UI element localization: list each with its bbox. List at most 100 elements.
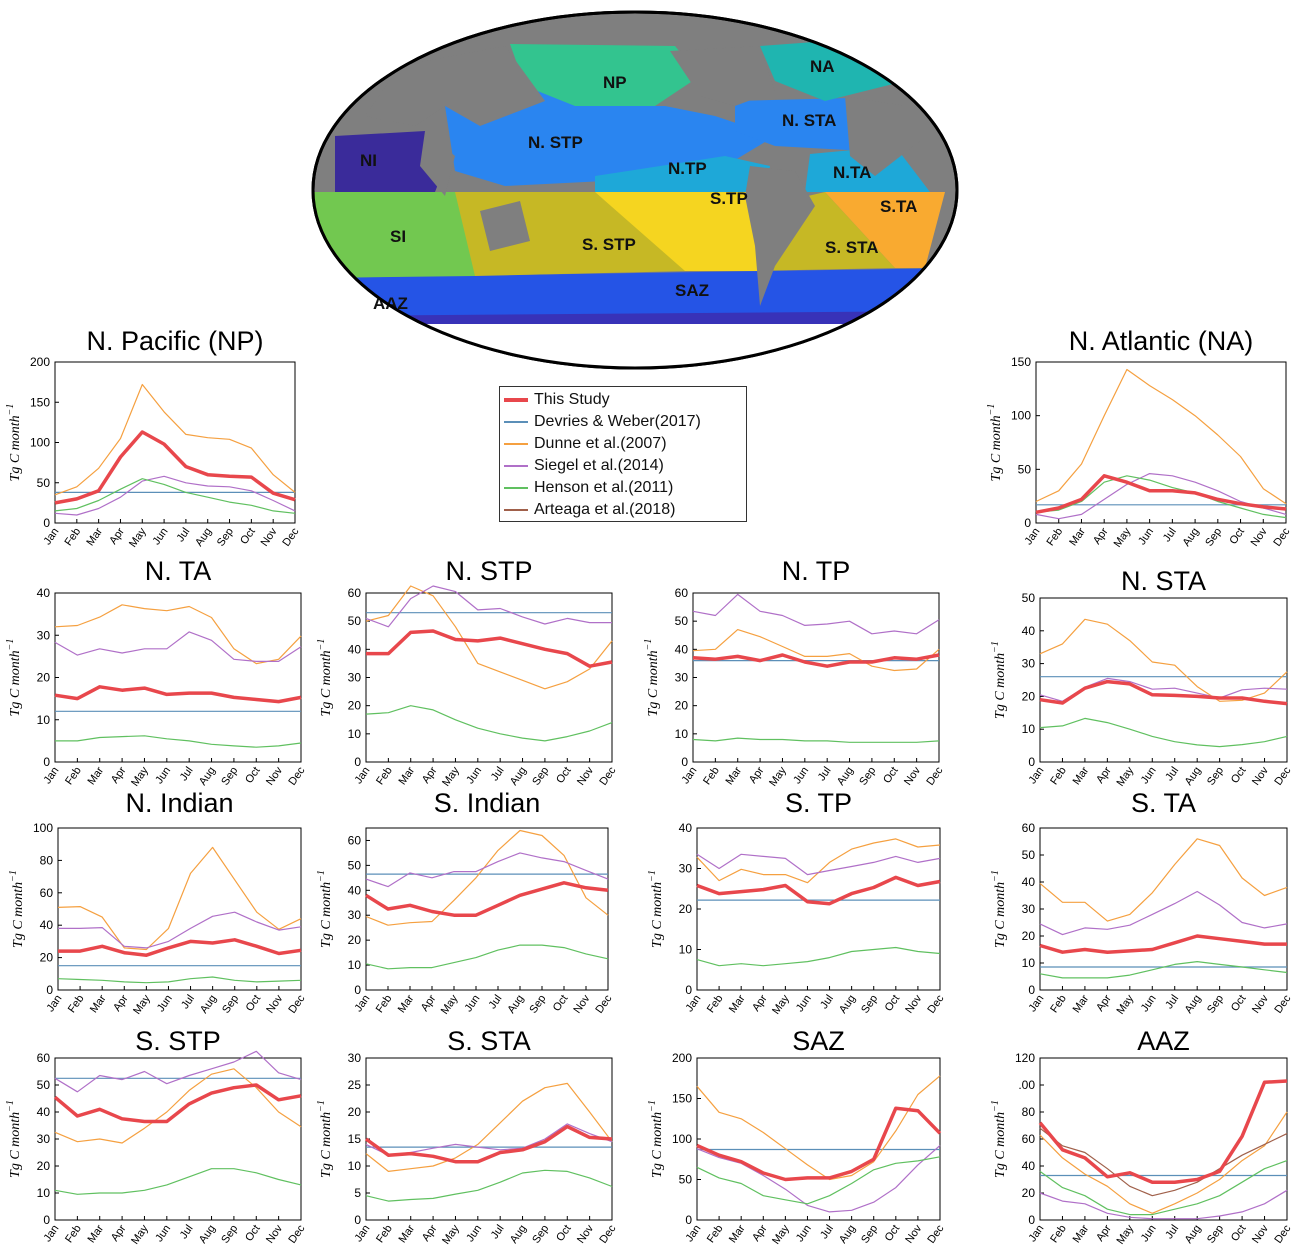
x-tick-label: Dec [925,992,946,1015]
x-tick-label: Jul [489,1223,507,1241]
y-tick-label: 5 [354,1186,361,1200]
legend-swatch [504,443,528,445]
x-tick-label: Jul [1163,765,1181,783]
x-tick-label: Oct [1229,765,1249,786]
x-tick-label: Jul [1161,526,1179,544]
x-tick-label: Oct [551,993,571,1014]
y-tick-label: 15 [348,1132,362,1146]
x-tick-label: Jan [1026,765,1046,786]
series-line [54,383,296,496]
y-tick-label: 0 [1028,755,1035,769]
x-tick-label: May [770,992,792,1016]
series-line [54,478,296,514]
x-tick-label: Nov [903,992,924,1015]
x-tick-label: May [770,1222,792,1246]
legend-swatch [504,487,528,489]
legend-entry: Devries & Weber(2017) [504,411,746,433]
series-line [1039,838,1288,922]
plot-area [1039,1057,1288,1221]
x-tick-label: Aug [1183,1223,1204,1246]
chart-title: S. STA [447,1026,531,1056]
map-region [825,192,945,268]
map-region-label: N.TA [833,163,871,182]
series-line [54,604,302,665]
x-tick-label: Jan [352,765,372,786]
legend-entry: This Study [504,389,746,411]
x-tick-label: Sep [530,765,551,788]
x-tick-label: May [127,525,149,549]
series-line [1035,368,1287,505]
y-axis-label: Tg C month−1 [990,870,1008,948]
x-tick-label: Feb [63,1223,84,1245]
x-tick-label: Nov [1250,1222,1271,1245]
y-tick-label: 40 [37,586,51,600]
x-tick-label: Nov [575,1222,596,1245]
y-tick-label: 30 [348,908,362,922]
series-line [696,946,941,967]
y-tick-label: 80 [1022,1105,1036,1119]
map-region-label: SAZ [675,281,709,300]
plot-area [696,827,941,991]
map-region [595,192,775,271]
x-tick-label: Feb [374,993,395,1015]
x-tick-label: Aug [837,1223,858,1246]
x-tick-label: Dec [286,764,307,787]
x-tick-label: Jan [1026,993,1046,1014]
x-tick-label: Oct [1229,993,1249,1014]
y-tick-label: 30 [1022,902,1036,916]
x-tick-label: May [1115,992,1137,1016]
x-tick-label: Mar [727,993,748,1016]
plot-area [1039,597,1288,763]
x-tick-label: Jul [487,993,505,1011]
y-tick-label: 20 [348,933,362,947]
chart-title: S. Indian [433,788,541,818]
series-line [1035,474,1287,515]
y-tick-label: 30 [675,671,689,685]
series-line [54,1050,302,1093]
map-region-label: S.TA [880,197,917,216]
x-tick-label: Jul [1163,1223,1181,1241]
x-tick-label: Nov [571,992,592,1015]
y-tick-label: 60 [675,586,689,600]
x-tick-label: Jan [44,993,64,1014]
x-tick-label: Jul [179,993,197,1011]
land-mass [365,46,545,126]
y-tick-label: 20 [37,1159,51,1173]
x-tick-label: Dec [1272,764,1293,787]
x-tick-label: Aug [837,993,858,1016]
series-line [365,1123,613,1156]
x-tick-label: Sep [220,993,241,1016]
series-line [365,1082,613,1173]
legend-label: Arteaga et al.(2018) [534,501,676,518]
y-tick-label: 100 [672,1132,692,1146]
x-tick-label: Dec [280,525,301,548]
legend-label: Henson et al.(2011) [534,479,674,496]
x-tick-label: May [131,992,153,1016]
y-tick-label: 40 [37,1105,51,1119]
y-tick-label: 10 [348,1159,362,1173]
series-line [692,737,940,743]
series-line [1039,618,1288,702]
land-mass [845,96,920,176]
x-tick-label: Apr [750,1223,770,1244]
series-line [365,829,609,926]
legend-entry: Dunne et al.(2007) [504,433,746,455]
x-tick-label: Feb [66,993,87,1015]
x-tick-label: Jan [352,1223,372,1244]
x-tick-label: Jun [794,1223,814,1244]
series-line [54,430,296,505]
x-tick-label: Jun [153,1223,173,1244]
y-tick-label: 150 [30,395,50,409]
x-tick-label: Jul [174,526,192,544]
chart-title: N. Indian [125,788,234,818]
chart-title: S. TA [1130,788,1197,818]
x-tick-label: Nov [1250,764,1271,787]
series-line [1039,677,1288,702]
y-tick-label: 60 [348,586,362,600]
x-tick-label: Dec [924,764,945,787]
x-tick-label: Feb [1044,526,1065,548]
x-tick-label: Nov [902,764,923,787]
chart-title: N. STP [445,556,533,586]
plot-area [365,1057,613,1221]
x-tick-label: Jun [462,993,482,1014]
